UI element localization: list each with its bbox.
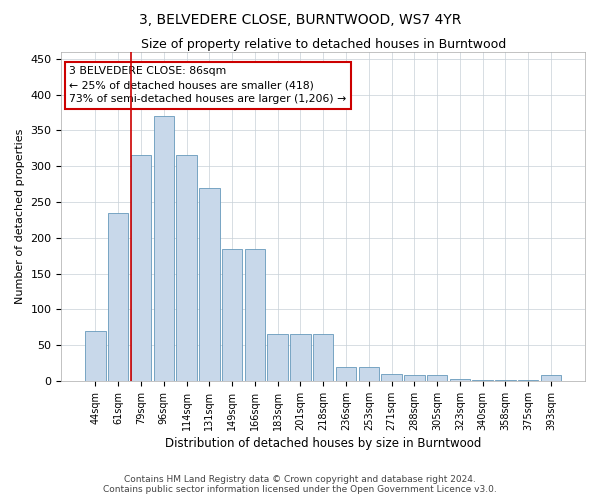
Text: 3, BELVEDERE CLOSE, BURNTWOOD, WS7 4YR: 3, BELVEDERE CLOSE, BURNTWOOD, WS7 4YR xyxy=(139,12,461,26)
Y-axis label: Number of detached properties: Number of detached properties xyxy=(15,128,25,304)
Bar xyxy=(131,156,151,381)
Bar xyxy=(404,375,425,381)
Bar xyxy=(336,366,356,381)
Bar xyxy=(427,375,448,381)
Bar xyxy=(290,334,311,381)
Bar xyxy=(222,248,242,381)
Bar xyxy=(176,156,197,381)
Bar xyxy=(518,380,538,381)
Bar xyxy=(245,248,265,381)
Text: 3 BELVEDERE CLOSE: 86sqm
← 25% of detached houses are smaller (418)
73% of semi-: 3 BELVEDERE CLOSE: 86sqm ← 25% of detach… xyxy=(69,66,347,104)
Title: Size of property relative to detached houses in Burntwood: Size of property relative to detached ho… xyxy=(140,38,506,51)
Bar xyxy=(199,188,220,381)
Bar xyxy=(154,116,174,381)
X-axis label: Distribution of detached houses by size in Burntwood: Distribution of detached houses by size … xyxy=(165,437,481,450)
Bar xyxy=(108,212,128,381)
Bar xyxy=(472,380,493,381)
Bar xyxy=(381,374,402,381)
Text: Contains HM Land Registry data © Crown copyright and database right 2024.
Contai: Contains HM Land Registry data © Crown c… xyxy=(103,474,497,494)
Bar xyxy=(85,331,106,381)
Bar xyxy=(268,334,288,381)
Bar xyxy=(495,380,515,381)
Bar xyxy=(541,375,561,381)
Bar xyxy=(449,379,470,381)
Bar xyxy=(359,366,379,381)
Bar xyxy=(313,334,334,381)
